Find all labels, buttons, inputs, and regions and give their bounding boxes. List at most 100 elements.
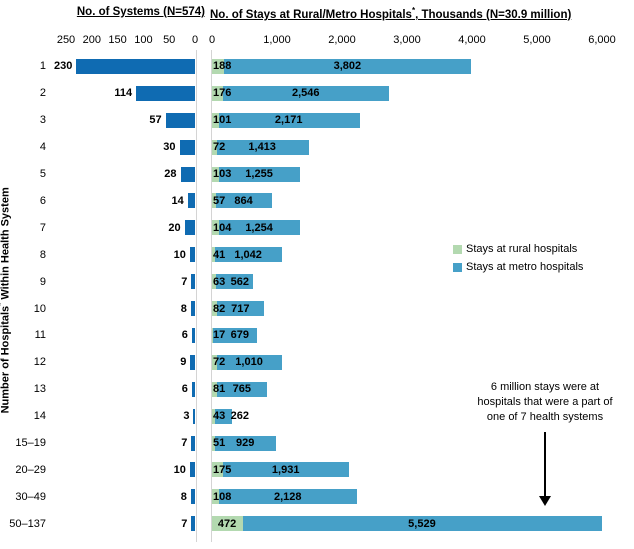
systems-bar — [190, 354, 195, 370]
metro-bar — [215, 193, 272, 209]
rural-bar — [212, 301, 218, 317]
metro-bar — [216, 354, 283, 370]
rural-value-label: 81 — [213, 383, 226, 396]
systems-value-label: 6 — [181, 329, 188, 342]
metro-bar — [223, 85, 389, 101]
right-axis-zero-line — [211, 50, 212, 542]
legend-item-metro: Stays at metro hospitals — [453, 258, 583, 276]
annotation-arrow — [544, 432, 546, 496]
metro-value-label: 562 — [230, 275, 249, 288]
annotation-line-2: hospitals that were a part of — [477, 396, 613, 408]
metro-bar — [242, 516, 603, 532]
left-axis-tick: 150 — [108, 34, 127, 46]
rural-value-label: 104 — [213, 221, 232, 234]
right-axis-tick: 1,000 — [263, 34, 291, 46]
category-label: 11 — [34, 329, 46, 342]
left-axis-tick: 100 — [134, 34, 153, 46]
systems-bar — [191, 274, 195, 290]
legend-label-metro: Stays at metro hospitals — [466, 261, 584, 273]
left-axis-zero-line — [196, 50, 197, 542]
systems-bar — [191, 381, 195, 397]
systems-value-label: 114 — [114, 87, 133, 100]
systems-bar — [136, 85, 195, 101]
annotation-line-1: 6 million stays were at — [490, 381, 600, 393]
metro-bar — [217, 381, 267, 397]
rural-value-label: 41 — [213, 248, 226, 261]
metro-value-label: 262 — [230, 410, 249, 423]
annotation-arrow-head-icon — [539, 496, 551, 506]
metro-value-label: 2,128 — [273, 490, 302, 503]
systems-bar — [180, 166, 195, 182]
annotation-text: 6 million stays were at hospitals that w… — [445, 380, 634, 425]
category-label: 30–49 — [15, 490, 46, 503]
right-axis-tick: 6,000 — [588, 34, 616, 46]
right-chart-title-suffix: , Thousands (N=30.9 million) — [415, 8, 572, 21]
metro-value-label: 1,254 — [245, 221, 273, 234]
rural-bar — [212, 381, 218, 397]
systems-value-label: 3 — [183, 410, 190, 423]
metro-value-label: 1,931 — [271, 463, 300, 476]
rural-value-label: 57 — [213, 194, 226, 207]
metro-value-label: 1,413 — [248, 141, 276, 154]
systems-value-label: 10 — [173, 248, 186, 261]
rural-bar — [212, 58, 225, 74]
metro-bar — [224, 58, 472, 74]
right-chart-title: No. of Stays at Rural/Metro Hospitals*, … — [210, 6, 571, 21]
systems-value-label: 230 — [53, 60, 73, 73]
rural-value-label: 82 — [213, 302, 226, 315]
rural-value-label: 472 — [217, 517, 237, 530]
annotation-line-3: one of 7 health systems — [486, 411, 604, 423]
category-label: 6 — [39, 194, 46, 207]
category-label: 9 — [39, 275, 46, 288]
category-label: 4 — [39, 141, 46, 154]
right-title-asterisk: * — [411, 6, 416, 15]
left-axis-tick: 50 — [163, 34, 176, 46]
systems-bar — [189, 462, 195, 478]
rural-value-label: 72 — [213, 356, 226, 369]
left-chart-title: No. of Systems (N=574) — [0, 6, 205, 18]
metro-bar — [218, 220, 301, 236]
systems-bar — [190, 489, 195, 505]
rural-value-label: 108 — [213, 490, 232, 503]
right-axis-tick: 0 — [208, 34, 216, 46]
category-label: 15–19 — [15, 437, 46, 450]
right-axis-tick: 3,000 — [393, 34, 421, 46]
rural-value-label: 51 — [213, 437, 226, 450]
metro-value-label: 1,010 — [235, 356, 263, 369]
systems-value-label: 28 — [164, 168, 177, 181]
systems-bar — [191, 435, 195, 451]
category-label: 50–137 — [9, 517, 46, 530]
systems-bar — [193, 408, 195, 424]
category-label: 14 — [33, 410, 46, 423]
rural-value-label: 101 — [213, 114, 232, 127]
systems-value-label: 30 — [163, 141, 176, 154]
rural-bar — [212, 516, 243, 532]
rural-bar — [212, 327, 214, 343]
left-chart-title-text: No. of Systems (N=574) — [76, 6, 205, 18]
systems-value-label: 57 — [149, 114, 162, 127]
systems-value-label: 8 — [180, 490, 187, 503]
metro-bar — [213, 327, 258, 343]
rural-bar — [212, 139, 217, 155]
systems-value-label: 7 — [181, 517, 188, 530]
metro-swatch-icon — [453, 262, 462, 272]
left-axis-tick: 250 — [56, 34, 76, 46]
systems-bar — [190, 301, 195, 317]
rural-bar — [212, 354, 217, 370]
rural-bar — [212, 489, 220, 505]
category-label: 2 — [39, 87, 46, 100]
metro-bar — [214, 408, 232, 424]
metro-bar — [218, 166, 301, 182]
systems-bar — [179, 139, 195, 155]
metro-bar — [218, 112, 360, 128]
systems-value-label: 7 — [181, 437, 188, 450]
category-label: 7 — [39, 221, 46, 234]
systems-bar — [189, 247, 195, 263]
rural-bar — [212, 112, 219, 128]
metro-bar — [214, 247, 283, 263]
right-chart-title-text: No. of Stays at Rural/Metro Hospitals — [210, 8, 412, 21]
systems-bar — [76, 58, 195, 74]
rural-bar — [212, 85, 224, 101]
left-axis-tick: 200 — [82, 34, 101, 46]
metro-value-label: 679 — [230, 329, 249, 342]
